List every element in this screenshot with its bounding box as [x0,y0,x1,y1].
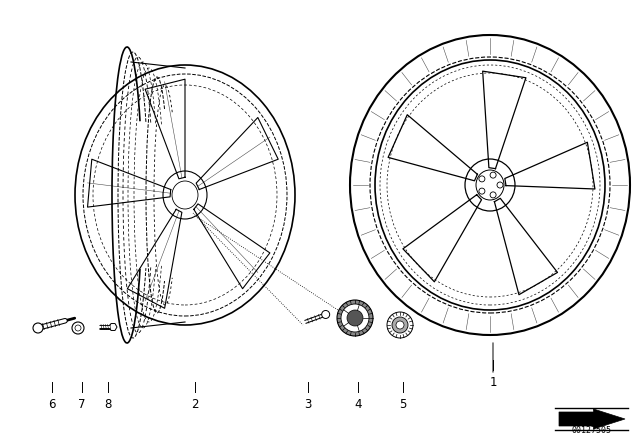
Text: 6: 6 [48,398,56,411]
Text: 1: 1 [489,376,497,389]
Circle shape [72,322,84,334]
Circle shape [337,300,373,336]
Text: 2: 2 [191,398,199,411]
Circle shape [75,325,81,331]
Text: 3: 3 [304,398,312,411]
Polygon shape [109,323,117,331]
Circle shape [392,317,408,333]
Circle shape [33,323,43,333]
Text: 7: 7 [78,398,86,411]
Circle shape [347,310,363,326]
Text: 5: 5 [399,398,406,411]
Circle shape [341,304,369,332]
Circle shape [396,321,404,329]
Circle shape [387,312,413,338]
Text: 8: 8 [104,398,112,411]
Polygon shape [559,409,625,429]
Text: 4: 4 [355,398,362,411]
Text: 00127505: 00127505 [571,426,611,435]
Circle shape [322,310,330,319]
